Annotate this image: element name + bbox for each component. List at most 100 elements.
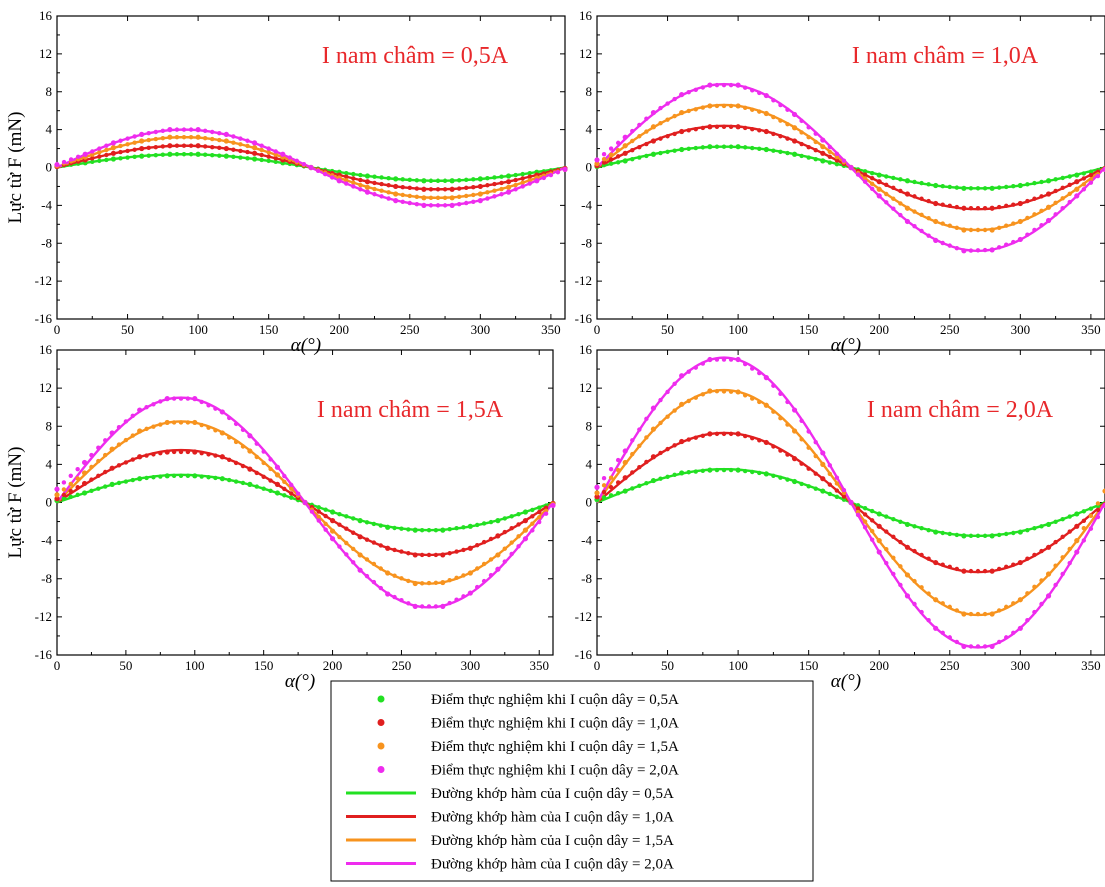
data-point — [940, 630, 945, 636]
data-point — [912, 194, 917, 199]
data-point — [495, 566, 501, 572]
data-point — [337, 534, 342, 540]
data-point — [116, 463, 122, 468]
data-point — [435, 178, 441, 183]
data-point — [637, 134, 642, 139]
data-point — [813, 440, 818, 445]
data-point — [137, 407, 143, 413]
data-point — [167, 151, 173, 157]
x-tick-label: 0 — [54, 322, 61, 337]
data-point — [477, 176, 483, 182]
data-point — [912, 224, 917, 229]
data-point — [351, 530, 356, 535]
data-point — [968, 611, 974, 617]
data-point — [1039, 601, 1044, 607]
data-point — [650, 405, 657, 411]
data-point — [385, 570, 391, 576]
data-point — [447, 600, 452, 606]
data-point — [316, 514, 321, 519]
data-point — [898, 212, 903, 218]
data-point — [254, 484, 259, 489]
data-point — [520, 184, 525, 189]
data-point — [707, 103, 713, 109]
data-point — [495, 552, 501, 558]
data-point — [919, 526, 924, 531]
data-point — [968, 568, 974, 574]
y-tick-label: 12 — [39, 46, 52, 61]
data-point — [968, 533, 974, 539]
data-point — [527, 174, 532, 179]
data-point — [644, 481, 649, 486]
data-point — [254, 470, 259, 476]
data-point — [358, 187, 363, 192]
data-point — [206, 475, 211, 480]
data-point — [608, 493, 614, 498]
data-point — [1095, 514, 1101, 520]
data-point — [238, 155, 243, 160]
data-point — [199, 474, 204, 479]
y-tick-label: -8 — [581, 571, 592, 586]
data-point — [206, 403, 211, 408]
data-point — [530, 514, 535, 519]
data-point — [344, 540, 349, 546]
data-point — [1025, 618, 1030, 623]
data-point — [1032, 212, 1037, 217]
data-point — [206, 425, 211, 430]
data-point — [989, 611, 995, 617]
data-point — [996, 639, 1002, 645]
data-point — [251, 140, 258, 146]
data-point — [178, 449, 184, 455]
data-point — [813, 131, 818, 136]
data-point — [358, 172, 363, 178]
data-point — [714, 103, 720, 109]
data-point — [245, 143, 250, 149]
data-point — [449, 186, 455, 192]
data-point — [919, 552, 924, 558]
data-point — [407, 185, 412, 191]
data-point — [447, 551, 452, 556]
data-point — [714, 467, 720, 473]
data-point — [834, 161, 840, 167]
data-point — [392, 525, 397, 531]
data-point — [151, 452, 156, 457]
data-point — [834, 154, 840, 160]
data-point — [940, 562, 945, 567]
data-point — [686, 128, 691, 133]
data-point — [700, 105, 706, 110]
data-point — [442, 195, 448, 200]
data-point — [601, 476, 607, 481]
data-point — [123, 437, 129, 443]
data-point — [679, 401, 685, 407]
data-point — [440, 552, 446, 558]
data-point — [658, 420, 663, 426]
data-point — [231, 134, 236, 139]
data-point — [750, 396, 755, 401]
data-point — [989, 247, 995, 253]
data-point — [891, 175, 896, 181]
data-point — [926, 215, 931, 221]
data-point — [274, 481, 281, 487]
data-point — [926, 556, 931, 561]
data-point — [164, 473, 170, 479]
x-tick-label: 200 — [869, 322, 889, 337]
data-point — [841, 158, 847, 163]
x-tick-label: 250 — [940, 322, 960, 337]
data-point — [181, 143, 187, 148]
data-point — [68, 488, 73, 494]
data-point — [947, 531, 952, 537]
data-point — [273, 149, 278, 154]
data-point — [912, 601, 917, 607]
x-tick-label: 150 — [799, 658, 819, 673]
data-point — [700, 468, 706, 474]
data-point — [771, 473, 776, 479]
data-point — [1025, 527, 1030, 533]
data-point — [686, 398, 691, 404]
data-point — [261, 449, 266, 454]
panel-title: I nam châm = 0,5A — [322, 43, 509, 69]
data-point — [110, 145, 117, 151]
data-point — [90, 159, 95, 165]
data-point — [778, 134, 783, 139]
y-tick-label: 4 — [46, 122, 53, 137]
data-point — [386, 190, 391, 195]
y-tick-label: -16 — [35, 647, 53, 662]
